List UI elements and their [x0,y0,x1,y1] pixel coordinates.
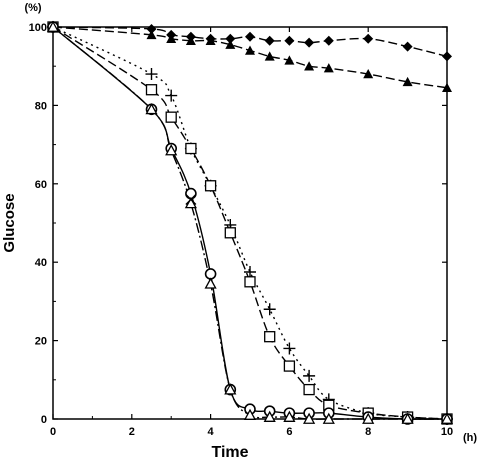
data-point-triangle-open [401,412,414,424]
data-point-triangle-filled [185,35,196,45]
data-point-plus [165,89,178,102]
data-point-square-open [204,180,217,192]
x-tick-label: 4 [208,426,215,438]
data-point-triangle-open [165,144,178,156]
data-point-triangle-filled [402,76,413,87]
data-point-plus [283,342,296,355]
data-point-triangle-filled [264,51,275,61]
data-point-triangle-filled [225,39,236,49]
data-point-square-open [283,360,296,372]
data-point-triangle-open [440,412,454,424]
data-point-diamond-filled [402,41,413,52]
data-point-square-open [185,142,197,155]
y-tick-label: 100 [29,22,47,34]
data-point-triangle-filled [304,61,315,71]
x-axis-title: Time [211,444,248,461]
data-point-diamond-filled [225,33,236,44]
data-point-plus [303,369,316,382]
series-lines [52,26,448,420]
data-point-triangle-open [283,410,296,422]
y-axis-unit: (%) [24,2,41,14]
x-tick-label: 10 [441,426,453,438]
data-point-triangle-open [145,102,158,115]
data-point-triangle-open [263,410,276,422]
data-point-diamond-filled [442,51,452,62]
data-point-triangle-open [243,408,257,420]
data-point-diamond-filled [146,23,157,34]
data-point-triangle-open [322,412,335,424]
data-point-square-open [303,383,315,396]
y-tick-label: 40 [35,257,47,269]
data-point-plus [263,303,276,316]
y-tick-label: 0 [41,414,47,426]
series-line-square-open [52,26,448,420]
series-line-triangle-open [52,26,447,420]
y-tick-label: 60 [35,179,47,191]
data-point-triangle-filled [166,33,177,44]
data-point-triangle-open [46,20,60,32]
x-tick-label: 6 [286,426,292,438]
data-point-triangle-open [224,383,237,395]
data-point-square-open [145,84,158,96]
x-tick-label: 2 [129,426,135,438]
data-point-diamond-filled [245,31,255,42]
data-point-diamond-filled [323,35,334,46]
plot-frame [52,26,448,420]
data-point-triangle-filled [146,29,157,40]
data-point-triangle-filled [442,82,452,93]
data-point-triangle-filled [323,63,334,73]
x-axis-unit: (h) [463,432,477,444]
data-point-plus [145,68,158,81]
data-point-square-open [165,111,177,123]
data-point-cross [185,193,197,205]
data-point-triangle-filled [363,69,374,79]
x-tick-label: 0 [50,426,56,438]
data-point-diamond-filled [284,35,295,46]
data-point-diamond-filled [363,33,374,44]
data-point-triangle-filled [245,45,255,55]
data-point-triangle-open [184,197,197,209]
series-line-plus [52,26,448,420]
data-point-square-open [244,276,256,288]
data-point-triangle-filled [284,55,295,65]
data-point-triangle-open [204,277,217,289]
data-point-diamond-filled [304,37,315,48]
data-point-square-open [224,227,236,239]
data-point-square-open [264,331,276,343]
data-point-plus [244,266,256,278]
y-tick-label: 20 [35,336,47,348]
data-point-triangle-open [303,412,316,424]
y-tick-label: 80 [35,100,47,112]
data-markers [46,20,454,425]
x-tick-label: 8 [365,426,371,438]
data-point-triangle-open [362,412,375,424]
y-axis-title: Glucose [1,193,18,252]
series-line-circle-open [52,26,448,420]
data-point-diamond-filled [264,35,275,46]
data-point-triangle-filled [205,35,216,45]
